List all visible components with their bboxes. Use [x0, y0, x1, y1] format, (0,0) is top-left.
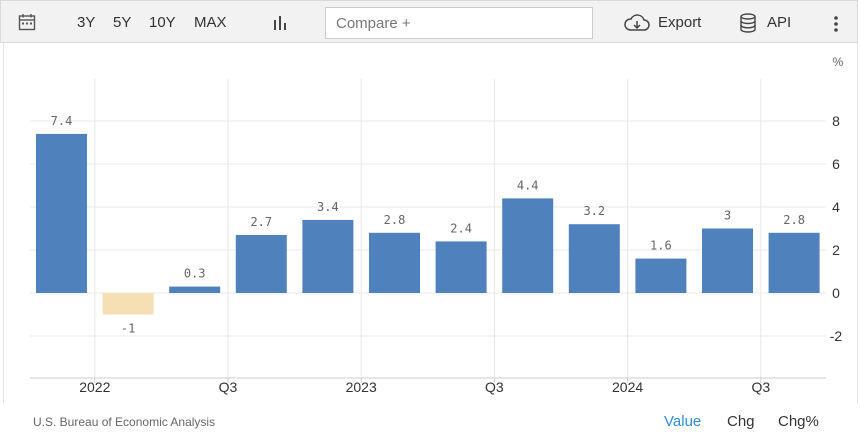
bar[interactable]	[768, 232, 820, 293]
bar[interactable]	[635, 258, 687, 293]
data-label: 1.6	[650, 239, 672, 253]
data-label: 2.7	[250, 215, 272, 229]
data-label: 3.2	[583, 204, 605, 218]
axes: -2 0 2 4 6 8 2022 Q3 2023 Q3 2024 Q3	[30, 113, 842, 395]
range-5y-button[interactable]: 5Y	[113, 14, 132, 31]
api-button[interactable]: API	[767, 14, 792, 31]
bar[interactable]	[435, 241, 487, 293]
data-label: 3	[724, 209, 731, 223]
bar[interactable]	[169, 286, 221, 293]
y-tick-label: 4	[832, 199, 840, 215]
bar[interactable]	[102, 293, 154, 315]
y-unit-label: %	[833, 55, 844, 69]
data-label: 4.4	[517, 178, 539, 192]
x-tick-label: 2024	[612, 379, 643, 395]
chg-percent-button[interactable]: Chg%	[778, 413, 819, 430]
export-button[interactable]: Export	[658, 14, 702, 31]
database-icon[interactable]	[740, 13, 756, 38]
bars	[36, 133, 820, 315]
bar[interactable]	[369, 232, 420, 293]
chart-frame	[3, 43, 858, 403]
bar[interactable]	[235, 234, 287, 293]
range-10y-button[interactable]: 10Y	[149, 14, 176, 31]
source-text: U.S. Bureau of Economic Analysis	[33, 415, 216, 429]
y-tick-label: 0	[832, 285, 840, 301]
x-tick-label: Q3	[219, 379, 238, 395]
data-label: 2.4	[450, 221, 472, 235]
bar[interactable]	[502, 198, 554, 293]
data-label: 2.8	[783, 213, 805, 227]
data-label: 7.4	[51, 114, 73, 128]
more-vertical-icon[interactable]	[833, 15, 839, 38]
data-label: 3.4	[317, 200, 339, 214]
chg-button[interactable]: Chg	[727, 413, 755, 430]
y-tick-label: 6	[832, 156, 840, 172]
bar-chart-icon[interactable]	[272, 15, 288, 36]
y-tick-label: 2	[832, 242, 840, 258]
x-tick-label: 2022	[79, 379, 110, 395]
chart-toolbar: 3Y 5Y 10Y MAX Export API	[0, 0, 858, 43]
data-label: 2.8	[384, 213, 406, 227]
y-tick-label: 8	[832, 113, 840, 129]
grid-lines	[30, 79, 826, 378]
x-tick-label: 2023	[346, 379, 377, 395]
bar[interactable]	[702, 228, 753, 294]
download-cloud-icon[interactable]	[624, 14, 650, 37]
data-label: 0.3	[184, 267, 206, 281]
value-button[interactable]: Value	[664, 413, 702, 430]
compare-input[interactable]	[325, 7, 593, 39]
range-3y-button[interactable]: 3Y	[77, 14, 96, 31]
range-max-button[interactable]: MAX	[194, 14, 227, 31]
data-label: -1	[121, 322, 135, 336]
y-tick-label: -2	[830, 328, 843, 344]
bar[interactable]	[36, 133, 87, 293]
x-tick-label: Q3	[485, 379, 504, 395]
data-labels: 7.4 -1 0.3 2.7 3.4 2.8 2.4 4.4 3.2 1.6 3 2.8	[51, 114, 805, 336]
bar[interactable]	[302, 219, 354, 293]
x-tick-label: Q3	[751, 379, 770, 395]
calendar-icon[interactable]	[18, 13, 36, 36]
bar[interactable]	[568, 224, 620, 293]
